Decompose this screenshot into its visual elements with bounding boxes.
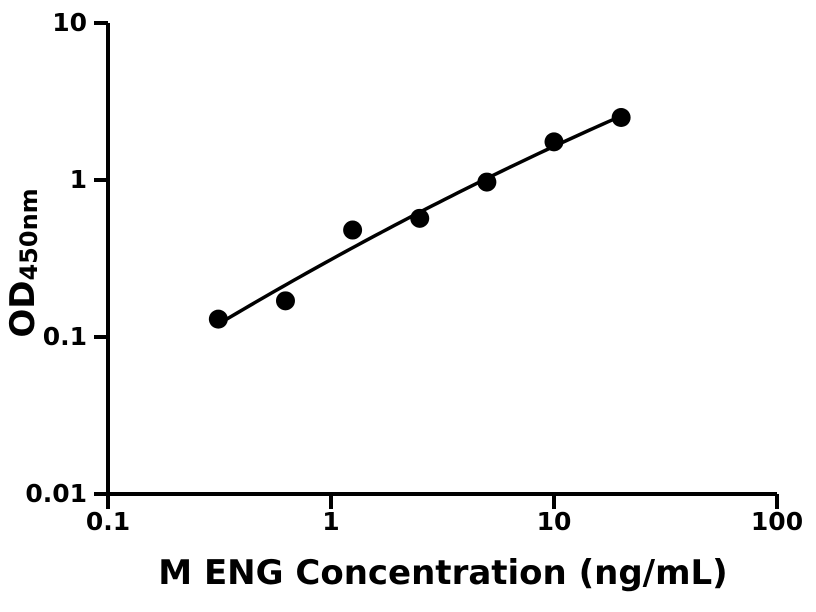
x-tick-label: 0.1 [85,507,131,536]
data-point [544,132,564,152]
y-axis-title: OD450nm [3,188,43,337]
x-tick-label: 1 [322,507,340,536]
data-point [477,172,497,192]
data-point [208,309,228,329]
y-tick-label: 10 [52,8,87,37]
data-point [343,220,363,240]
y-tick-label: 1 [69,165,87,194]
x-tick-label: 100 [750,507,804,536]
data-point [275,291,295,311]
axes-spines [106,23,777,496]
y-tick-label: 0.1 [42,322,87,351]
y-axis-title-sub: 450nm [15,188,43,281]
data-point [611,108,631,128]
y-tick-label: 0.01 [25,479,87,508]
x-axis-title: M ENG Concentration (ng/mL) [158,553,728,593]
x-tick-label: 10 [536,507,572,536]
data-point [410,208,430,228]
